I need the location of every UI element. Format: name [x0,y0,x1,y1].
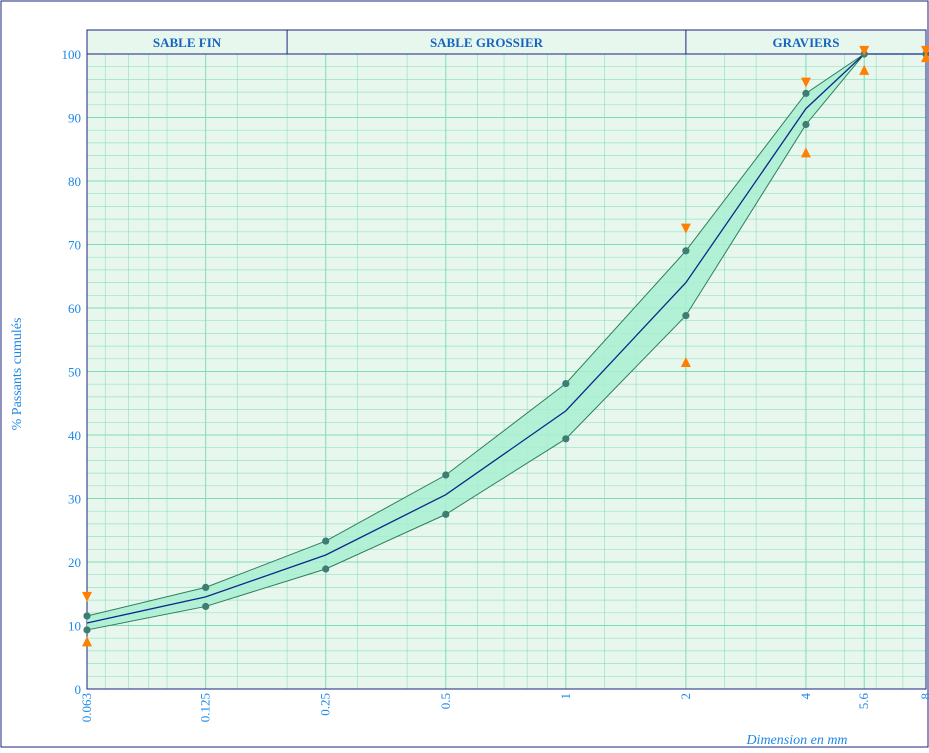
lower-point [802,121,809,128]
lower-point [442,511,449,518]
y-tick-label: 60 [68,301,81,316]
upper-point [83,612,90,619]
y-tick-label: 100 [62,47,82,62]
zone-label: SABLE GROSSIER [430,35,544,50]
x-tick-label: 5.6 [856,693,871,710]
x-axis-title: Dimension en mm [745,733,847,748]
lower-point [682,312,689,319]
y-tick-label: 70 [68,238,81,253]
y-tick-label: 40 [68,428,81,443]
upper-point [442,471,449,478]
lower-point [562,435,569,442]
x-tick-label: 0.125 [198,693,213,722]
y-tick-label: 80 [68,174,81,189]
lower-point [83,626,90,633]
zone-header: SABLE FIN SABLE GROSSIER GRAVIERS [87,30,926,54]
x-tick-label: 8 [918,693,929,700]
lower-point [202,603,209,610]
x-tick-label: 4 [798,693,813,700]
upper-point [682,247,689,254]
x-tick-label: 1 [558,693,573,700]
y-tick-label: 30 [68,492,81,507]
y-tick-label: 10 [68,619,81,634]
y-tick-label: 20 [68,555,81,570]
y-tick-label: 90 [68,111,81,126]
x-tick-label: 2 [678,693,693,700]
x-tick-label: 0.5 [438,693,453,709]
upper-point [322,537,329,544]
zone-label: GRAVIERS [772,35,839,50]
upper-point [802,90,809,97]
upper-point [202,584,209,591]
x-tick-label: 0.25 [318,693,333,716]
lower-point [322,565,329,572]
upper-point [562,380,569,387]
y-tick-label: 50 [68,365,81,380]
x-tick-label: 0.063 [79,693,94,722]
zone-label: SABLE FIN [153,35,222,50]
y-axis-title: % Passants cumulés [10,318,25,431]
